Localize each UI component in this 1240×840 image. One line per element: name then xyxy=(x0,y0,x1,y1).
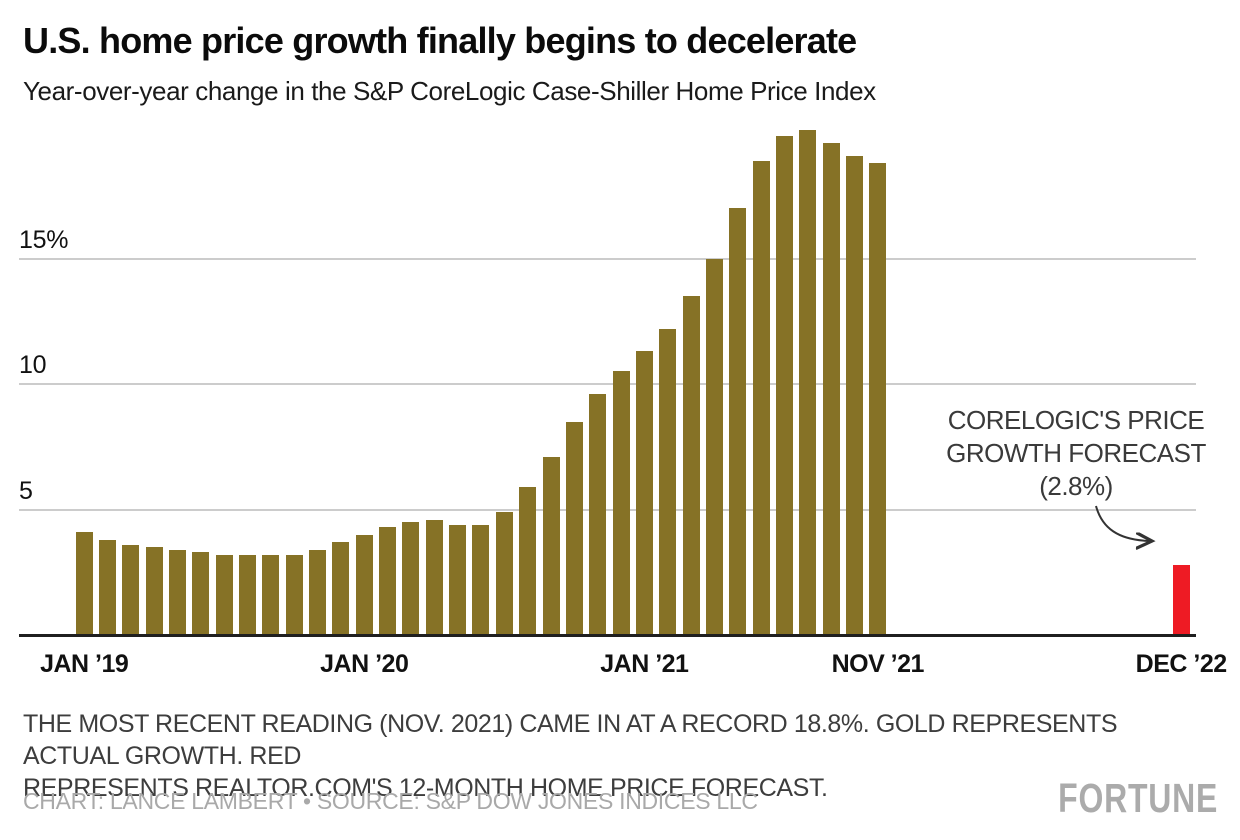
bar-2021-02 xyxy=(659,328,677,635)
bar-2019-12 xyxy=(332,542,350,635)
forecast-annotation-line3: (2.8%) xyxy=(1039,471,1113,501)
bar-forecast-2022-12 xyxy=(1172,564,1190,635)
gridline-10 xyxy=(19,383,1196,385)
bar-2019-10 xyxy=(285,554,303,635)
bar-2020-04 xyxy=(425,519,443,635)
x-axis-label-47: DEC ’22 xyxy=(1135,650,1227,678)
bar-2020-06 xyxy=(472,524,490,635)
fortune-logo: FORTUNE xyxy=(1057,775,1218,821)
x-axis-label-0: JAN ’19 xyxy=(40,650,129,678)
gridline-5 xyxy=(19,508,1196,511)
y-axis-label-15: 15% xyxy=(19,225,69,254)
bar-2020-12 xyxy=(612,371,630,635)
bar-2020-07 xyxy=(495,512,513,635)
chart-title: U.S. home price growth finally begins to… xyxy=(23,20,857,61)
x-axis-label-24: JAN ’21 xyxy=(600,650,689,678)
x-axis-line xyxy=(19,634,1196,637)
bar-2021-11 xyxy=(869,163,887,635)
bar-2019-09 xyxy=(262,554,280,635)
bar-2021-03 xyxy=(682,296,700,635)
bar-2021-05 xyxy=(729,208,747,635)
x-axis-label-12: JAN ’20 xyxy=(320,650,409,678)
footnote-line2: REPRESENTS REALTOR.COM'S 12-MONTH HOME P… xyxy=(23,774,828,802)
bar-2021-07 xyxy=(775,135,793,635)
credit-line: CHART: LANCE LAMBERT • SOURCE: S&P DOW J… xyxy=(23,788,758,814)
gridline-15 xyxy=(19,257,1196,260)
forecast-annotation-line1: CORELOGIC'S PRICE xyxy=(947,405,1205,435)
bar-2020-02 xyxy=(379,527,397,635)
bar-2019-05 xyxy=(169,549,187,635)
y-axis-label-10: 10 xyxy=(19,351,47,379)
forecast-annotation: CORELOGIC'S PRICE GROWTH FORECAST (2.8%) xyxy=(926,404,1226,503)
bar-2019-03 xyxy=(122,544,140,635)
footnote: THE MOST RECENT READING (NOV. 2021) CAME… xyxy=(23,708,1153,804)
bar-2019-01 xyxy=(75,532,93,635)
bar-2019-08 xyxy=(239,554,257,635)
bar-2021-08 xyxy=(799,130,817,635)
bar-2019-06 xyxy=(192,552,210,635)
chart-subtitle: Year-over-year change in the S&P CoreLog… xyxy=(23,76,876,106)
bar-2021-04 xyxy=(705,258,723,635)
bar-2021-10 xyxy=(845,155,863,635)
bar-2021-06 xyxy=(752,160,770,635)
bar-2019-02 xyxy=(99,539,117,635)
bar-2020-01 xyxy=(355,534,373,635)
bar-2019-04 xyxy=(145,547,163,635)
bar-2020-08 xyxy=(519,486,537,635)
y-axis-label-5: 5 xyxy=(19,476,33,505)
bar-2020-05 xyxy=(449,524,467,635)
footnote-line1: THE MOST RECENT READING (NOV. 2021) CAME… xyxy=(23,710,1118,770)
forecast-annotation-line2: GROWTH FORECAST xyxy=(946,438,1206,468)
plot-area: 5 10 15% JAN ’19 JAN ’20 JAN ’21 NOV ’21 DEC ’2… xyxy=(19,130,1227,678)
bar-2019-11 xyxy=(309,549,327,635)
bar-2021-01 xyxy=(635,351,653,635)
bar-2021-09 xyxy=(822,143,840,635)
bar-2020-03 xyxy=(402,522,420,635)
bar-2020-09 xyxy=(542,456,560,635)
x-axis-label-34: NOV ’21 xyxy=(831,650,925,678)
bar-2020-10 xyxy=(565,421,583,635)
bar-2019-07 xyxy=(215,554,233,635)
bar-2020-11 xyxy=(589,394,607,635)
